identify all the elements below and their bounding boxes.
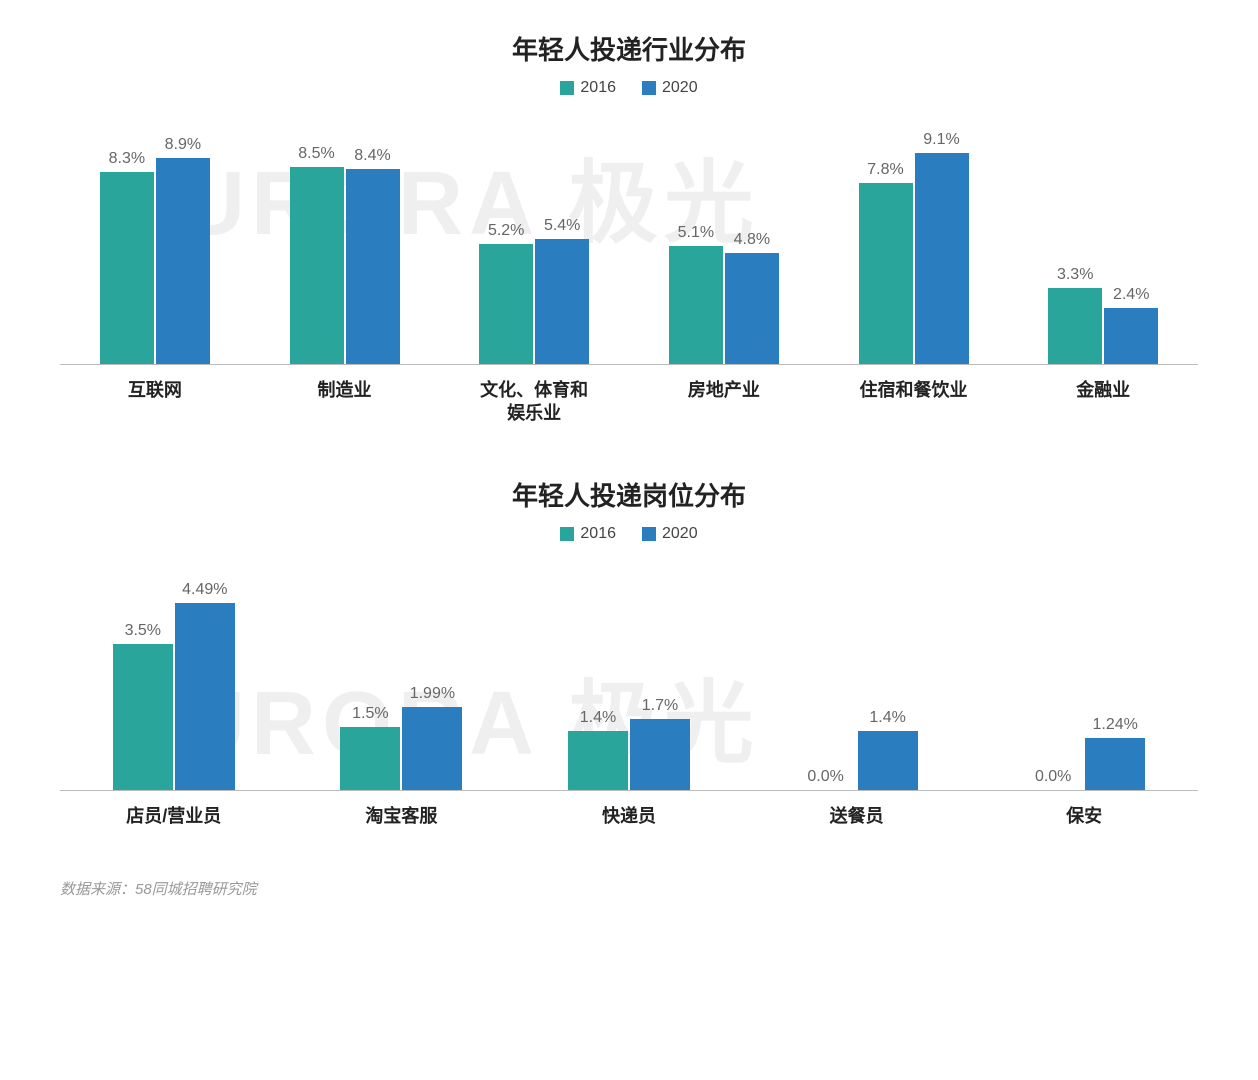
bar-group: 8.3% 8.9% xyxy=(60,136,250,364)
industry-chart: 年轻人投递行业分布 2016 2020 8.3% 8.9% 8.5% 8.4% 5.2%… xyxy=(60,30,1198,426)
bar-2016 xyxy=(568,731,628,789)
bar-2016 xyxy=(859,183,913,364)
axis-category-label: 店员/营业员 xyxy=(60,805,288,828)
axis-category-label: 住宿和餐饮业 xyxy=(819,379,1009,426)
legend-2016: 2016 xyxy=(560,79,616,97)
bar-2016 xyxy=(669,246,723,364)
bar-value-label: 1.99% xyxy=(410,685,455,703)
bar-value-label: 8.3% xyxy=(109,150,145,168)
bar-2020 xyxy=(346,169,400,364)
bar-value-label: 1.4% xyxy=(869,709,905,727)
chart1-plot: 8.3% 8.9% 8.5% 8.4% 5.2% 5.4% 5.1% 4.8% 7.8% 9.1%… xyxy=(60,115,1198,365)
bar-2020 xyxy=(156,158,210,364)
bar-2020 xyxy=(175,603,235,790)
axis-category-label: 送餐员 xyxy=(743,805,971,828)
bar-2016 xyxy=(479,244,533,364)
legend-2016-label: 2016 xyxy=(580,79,616,97)
axis-category-label: 保安 xyxy=(970,805,1198,828)
chart2-axis: 店员/营业员淘宝客服快递员送餐员保安 xyxy=(60,805,1198,828)
chart2-title: 年轻人投递岗位分布 xyxy=(60,476,1198,513)
bar-value-label: 2.4% xyxy=(1113,286,1149,304)
swatch-2016 xyxy=(560,81,574,95)
axis-category-label: 制造业 xyxy=(250,379,440,426)
bar-value-label: 7.8% xyxy=(867,161,903,179)
bar-2020 xyxy=(1085,738,1145,790)
bar-value-label: 5.1% xyxy=(678,224,714,242)
position-chart: 年轻人投递岗位分布 2016 2020 3.5%4.49%1.5%1.99%1.… xyxy=(60,476,1198,828)
legend-2020-label: 2020 xyxy=(662,79,698,97)
axis-category-label: 互联网 xyxy=(60,379,250,426)
bar-value-label: 8.5% xyxy=(298,145,334,163)
bar-value-label: 4.8% xyxy=(734,231,770,249)
bar-group: 5.2% 5.4% xyxy=(439,217,629,364)
bar-2020 xyxy=(915,153,969,364)
bar-group: 7.8% 9.1% xyxy=(819,131,1009,364)
chart2-plot: 3.5% 4.49% 1.5% 1.99% 1.4% 1.7% 0.0% 1.4% 0.0% 1.… xyxy=(60,561,1198,791)
bar-value-label: 5.2% xyxy=(488,222,524,240)
axis-category-label: 房地产业 xyxy=(629,379,819,426)
bar-group: 1.4% 1.7% xyxy=(515,697,743,790)
legend2-2016-label: 2016 xyxy=(580,525,616,543)
bar-group: 8.5% 8.4% xyxy=(250,145,440,364)
bar-value-label: 4.49% xyxy=(182,581,227,599)
axis-category-label: 文化、体育和娱乐业 xyxy=(439,379,629,426)
bar-group: 3.3% 2.4% xyxy=(1008,266,1198,364)
bar-value-label: 1.4% xyxy=(580,709,616,727)
bar-2020 xyxy=(725,253,779,364)
bar-value-label: 8.9% xyxy=(165,136,201,154)
bar-2020 xyxy=(402,707,462,790)
bar-value-label: 1.24% xyxy=(1092,716,1137,734)
bar-value-label: 0.0% xyxy=(1035,768,1071,786)
bar-group: 0.0% 1.4% xyxy=(743,709,971,789)
bar-value-label: 3.5% xyxy=(125,622,161,640)
bar-2016 xyxy=(113,644,173,790)
axis-category-label: 淘宝客服 xyxy=(288,805,516,828)
swatch2-2016 xyxy=(560,527,574,541)
axis-category-label: 快递员 xyxy=(515,805,743,828)
bar-value-label: 9.1% xyxy=(923,131,959,149)
bar-2016 xyxy=(340,727,400,790)
legend2-2020: 2020 xyxy=(642,525,698,543)
bar-value-label: 1.5% xyxy=(352,705,388,723)
chart1-legend: 2016 2020 xyxy=(60,79,1198,97)
bar-2016 xyxy=(1048,288,1102,364)
bar-2016 xyxy=(290,167,344,364)
bar-2020 xyxy=(535,239,589,364)
legend2-2020-label: 2020 xyxy=(662,525,698,543)
bar-value-label: 5.4% xyxy=(544,217,580,235)
bar-value-label: 1.7% xyxy=(642,697,678,715)
chart1-axis: 互联网制造业文化、体育和娱乐业房地产业住宿和餐饮业金融业 xyxy=(60,379,1198,426)
bar-group: 1.5% 1.99% xyxy=(288,685,516,790)
legend-2020: 2020 xyxy=(642,79,698,97)
data-source: 数据来源：58同城招聘研究院 xyxy=(60,878,1198,899)
bar-value-label: 3.3% xyxy=(1057,266,1093,284)
chart1-title: 年轻人投递行业分布 xyxy=(60,30,1198,67)
swatch2-2020 xyxy=(642,527,656,541)
bar-2020 xyxy=(630,719,690,790)
bar-group: 3.5% 4.49% xyxy=(60,581,288,790)
bar-value-label: 0.0% xyxy=(807,768,843,786)
legend2-2016: 2016 xyxy=(560,525,616,543)
bar-group: 5.1% 4.8% xyxy=(629,224,819,364)
bar-value-label: 8.4% xyxy=(354,147,390,165)
chart2-legend: 2016 2020 xyxy=(60,525,1198,543)
bar-2016 xyxy=(100,172,154,364)
swatch-2020 xyxy=(642,81,656,95)
bar-2020 xyxy=(858,731,918,789)
bar-group: 0.0% 1.24% xyxy=(970,716,1198,790)
axis-category-label: 金融业 xyxy=(1008,379,1198,426)
bar-2020 xyxy=(1104,308,1158,364)
